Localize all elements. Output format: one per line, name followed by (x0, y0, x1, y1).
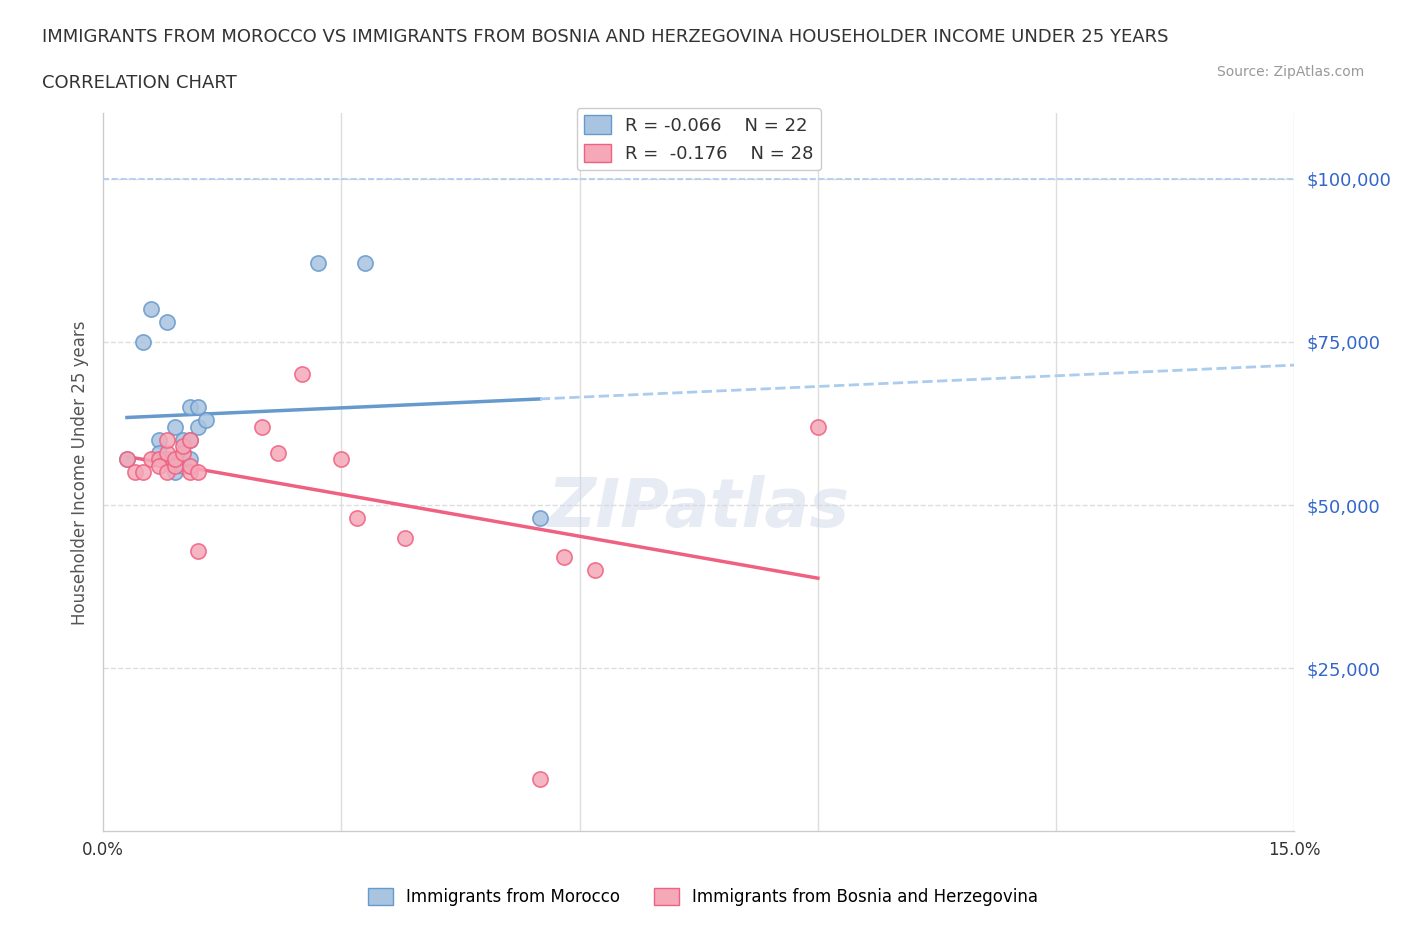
Text: IMMIGRANTS FROM MOROCCO VS IMMIGRANTS FROM BOSNIA AND HERZEGOVINA HOUSEHOLDER IN: IMMIGRANTS FROM MOROCCO VS IMMIGRANTS FR… (42, 28, 1168, 46)
Point (195, 413, 218, 428)
Point (267, 445, 290, 460)
Point (179, 400, 201, 415)
Point (346, 511, 368, 525)
Point (163, 419, 186, 434)
Point (187, 543, 209, 558)
Point (187, 400, 209, 415)
Point (139, 301, 162, 316)
Point (172, 458, 194, 473)
Point (394, 530, 416, 545)
Text: CORRELATION CHART: CORRELATION CHART (42, 74, 238, 92)
Point (156, 432, 179, 447)
Point (132, 465, 155, 480)
Point (124, 465, 146, 480)
Point (585, 563, 607, 578)
Point (163, 465, 186, 480)
Point (156, 445, 179, 460)
Point (148, 452, 170, 467)
Point (156, 314, 179, 329)
Point (156, 465, 179, 480)
Point (172, 432, 194, 447)
Point (148, 445, 170, 460)
Point (115, 452, 138, 467)
Point (163, 452, 186, 467)
Point (307, 256, 329, 271)
Point (529, 772, 551, 787)
Point (148, 432, 170, 447)
Point (179, 465, 201, 480)
Point (807, 419, 830, 434)
Point (529, 511, 551, 525)
Point (148, 458, 170, 473)
Point (156, 452, 179, 467)
Y-axis label: Householder Income Under 25 years: Householder Income Under 25 years (72, 320, 89, 625)
Point (179, 432, 201, 447)
Point (139, 452, 162, 467)
Text: ZIPatlas: ZIPatlas (548, 475, 849, 541)
Point (172, 439, 194, 454)
Point (179, 452, 201, 467)
Point (132, 335, 155, 350)
Point (172, 445, 194, 460)
Point (250, 419, 273, 434)
Point (553, 550, 575, 565)
Point (330, 452, 353, 467)
Point (179, 458, 201, 473)
Point (115, 452, 138, 467)
Legend: Immigrants from Morocco, Immigrants from Bosnia and Herzegovina: Immigrants from Morocco, Immigrants from… (361, 881, 1045, 912)
Text: Source: ZipAtlas.com: Source: ZipAtlas.com (1216, 65, 1364, 79)
Point (179, 432, 201, 447)
Point (187, 419, 209, 434)
Point (163, 458, 186, 473)
Point (291, 367, 314, 382)
Point (354, 256, 377, 271)
Legend: R = -0.066    N = 22, R =  -0.176    N = 28: R = -0.066 N = 22, R = -0.176 N = 28 (576, 108, 821, 170)
Point (163, 452, 186, 467)
Point (187, 465, 209, 480)
Point (172, 445, 194, 460)
